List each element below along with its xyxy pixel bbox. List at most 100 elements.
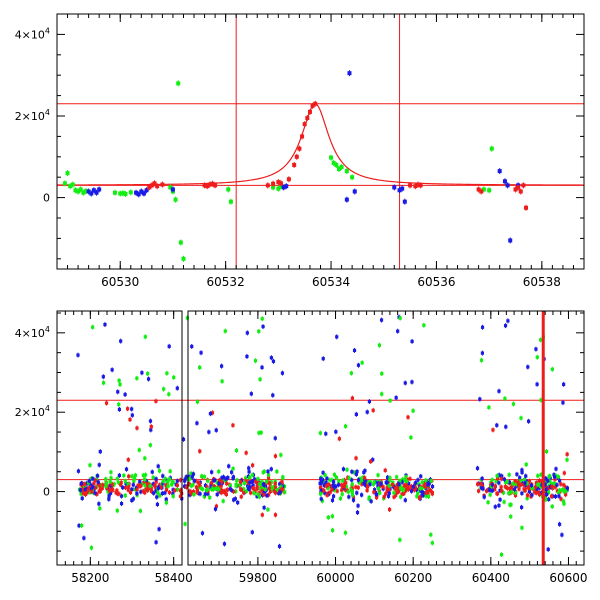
bottom-point-blue xyxy=(230,470,234,474)
bottom-point-green xyxy=(539,473,543,477)
bottom-point-red xyxy=(354,485,358,489)
bottom-point-green xyxy=(514,491,518,495)
bottom-point-green xyxy=(429,533,433,537)
bottom-point-blue xyxy=(373,491,378,495)
bottom-point-blue xyxy=(379,318,384,322)
bottom-point-red xyxy=(335,489,339,493)
bottom-point-blue xyxy=(206,492,210,496)
bottom-point-blue xyxy=(512,487,517,491)
bottom-point-green xyxy=(350,482,354,486)
bottom-point-red xyxy=(178,478,183,482)
bottom-point-blue xyxy=(280,371,285,375)
bottom-y-tick-label: 0 xyxy=(43,486,50,499)
bottom-y-tick-exponent: 4 xyxy=(45,325,50,334)
bottom-point-blue xyxy=(367,399,372,404)
bottom-point-blue xyxy=(195,421,199,425)
bottom-point-green xyxy=(87,481,91,485)
bottom-point-red xyxy=(390,483,394,487)
bottom-point-blue xyxy=(188,493,192,497)
bottom-point-green xyxy=(343,531,348,535)
bottom-point-red xyxy=(543,485,548,489)
top-point-blue xyxy=(508,238,513,243)
bottom-point-blue xyxy=(547,497,551,501)
bottom-x-tick-label: 60200 xyxy=(394,571,432,585)
bottom-point-red xyxy=(128,490,133,495)
bottom-point-red xyxy=(219,484,223,488)
bottom-axes-frame-left xyxy=(56,310,183,566)
bottom-point-blue xyxy=(98,449,102,454)
bottom-point-blue xyxy=(212,478,216,483)
bottom-point-blue xyxy=(245,331,249,335)
bottom-point-red xyxy=(87,486,91,490)
top-point-red xyxy=(305,116,310,121)
bottom-x-tick-label: 58400 xyxy=(155,571,193,585)
bottom-point-blue xyxy=(379,482,383,486)
bottom-point-red xyxy=(115,488,119,493)
top-point-red xyxy=(516,185,521,190)
bottom-point-blue xyxy=(160,491,164,496)
bottom-point-blue xyxy=(350,470,354,474)
bottom-point-green xyxy=(499,553,504,557)
bottom-point-green xyxy=(172,375,176,379)
bottom-point-red xyxy=(135,426,139,430)
bottom-point-red xyxy=(107,484,111,488)
bottom-point-green xyxy=(340,492,344,496)
bottom-point-blue xyxy=(152,491,156,495)
bottom-point-blue xyxy=(562,382,566,386)
bottom-point-blue xyxy=(222,542,227,546)
bottom-point-red xyxy=(423,484,427,489)
bottom-point-green xyxy=(235,478,239,482)
bottom-point-green xyxy=(424,478,428,482)
bottom-point-blue xyxy=(199,351,203,355)
bottom-point-green xyxy=(168,477,172,481)
bottom-point-blue xyxy=(215,492,219,497)
bottom-point-red xyxy=(110,482,114,486)
bottom-point-green xyxy=(503,396,507,401)
bottom-point-red xyxy=(527,479,532,483)
bottom-point-red xyxy=(254,479,258,484)
bottom-point-blue xyxy=(89,483,93,487)
bottom-point-green xyxy=(122,473,126,478)
bottom-point-red xyxy=(365,485,370,489)
bottom-point-green xyxy=(137,448,141,452)
bottom-point-green xyxy=(547,474,551,479)
bottom-point-red xyxy=(164,483,168,487)
bottom-point-green xyxy=(243,481,247,485)
bottom-point-red xyxy=(408,477,412,481)
bottom-point-green xyxy=(350,490,354,494)
bottom-point-green xyxy=(539,398,543,402)
bottom-point-green xyxy=(380,372,384,376)
bottom-point-blue xyxy=(130,487,134,492)
bottom-point-blue xyxy=(191,472,195,476)
bottom-point-red xyxy=(217,484,221,488)
top-point-red xyxy=(292,162,297,167)
bottom-point-red xyxy=(409,484,413,489)
bottom-point-green xyxy=(562,490,566,494)
bottom-point-red xyxy=(340,483,344,487)
bottom-point-green xyxy=(257,495,261,499)
bottom-point-red xyxy=(387,507,392,512)
bottom-point-blue xyxy=(277,544,282,548)
bottom-point-blue xyxy=(387,491,391,495)
bottom-point-green xyxy=(223,329,227,333)
bottom-point-green xyxy=(488,493,492,497)
top-point-blue xyxy=(502,179,507,184)
top-point-blue xyxy=(397,188,402,193)
bottom-point-green xyxy=(148,443,152,447)
bottom-point-red xyxy=(406,485,410,489)
bottom-point-blue xyxy=(247,466,251,470)
bottom-axes-frame-right xyxy=(187,310,585,566)
top-point-blue xyxy=(352,189,357,194)
bottom-point-green xyxy=(160,483,164,487)
bottom-point-blue xyxy=(85,481,89,485)
bottom-point-blue xyxy=(430,484,435,489)
bottom-point-blue xyxy=(331,494,336,498)
bottom-point-blue xyxy=(183,477,187,481)
top-point-blue xyxy=(344,197,349,202)
bottom-point-blue xyxy=(190,475,194,479)
bottom-point-red xyxy=(93,486,98,490)
bottom-point-blue xyxy=(209,486,213,490)
bottom-point-blue xyxy=(278,490,282,494)
bottom-point-blue xyxy=(78,488,83,492)
bottom-point-red xyxy=(273,491,278,495)
